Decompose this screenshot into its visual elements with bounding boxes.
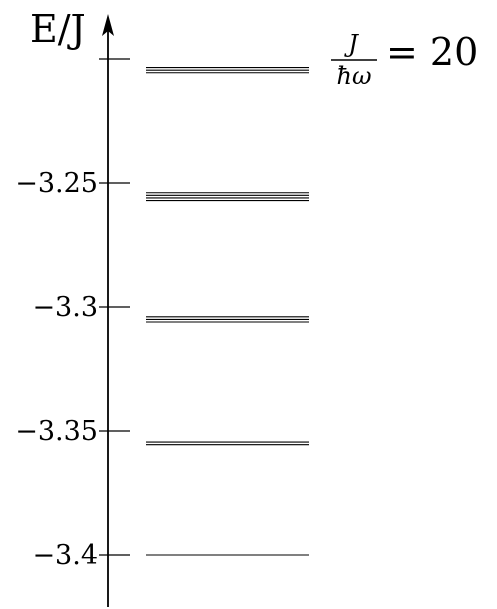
y-tick-label: −3.25: [15, 168, 98, 199]
y-tick-label: −3.4: [32, 540, 98, 571]
annotation-numerator: J: [343, 30, 359, 58]
y-ticks: −3.4 −3.35 −3.3 −3.25: [15, 58, 130, 571]
y-tick-label: −3.35: [15, 416, 98, 447]
annotation-relation: = 20: [386, 30, 478, 74]
annotation-denominator: ħω: [336, 62, 371, 90]
y-tick-label: −3.3: [32, 292, 98, 323]
y-axis: [102, 14, 114, 607]
y-axis-title: E/J: [30, 7, 86, 51]
energy-levels: [146, 67, 309, 556]
y-axis-arrow: [102, 14, 114, 36]
coupling-annotation: J ħω = 20: [331, 30, 478, 90]
